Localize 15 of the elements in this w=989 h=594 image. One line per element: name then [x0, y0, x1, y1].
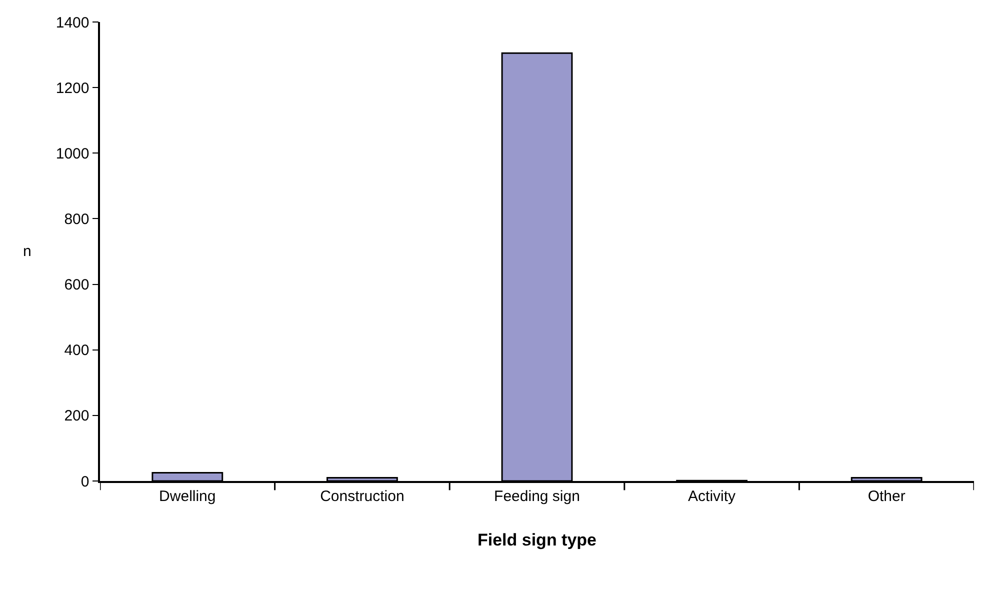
x-tick-label: Feeding sign	[494, 488, 580, 505]
y-tick-label: 400	[64, 342, 90, 360]
x-tick-label: Other	[868, 488, 906, 505]
y-tick-label: 1200	[56, 80, 90, 97]
y-tick-label: 0	[80, 473, 90, 490]
y-tick-label: 1400	[56, 14, 90, 32]
x-tick-label: Activity	[688, 488, 736, 505]
y-tick-label: 200	[64, 408, 90, 425]
y-tick-label: 1000	[56, 145, 90, 162]
y-axis-title: n	[23, 243, 32, 260]
x-tick-label: Dwelling	[159, 488, 216, 505]
y-tick-label: 600	[64, 276, 90, 294]
x-axis-title: Field sign type	[477, 530, 597, 550]
x-tick-label: Construction	[320, 488, 404, 505]
y-tick-label: 800	[64, 210, 90, 228]
